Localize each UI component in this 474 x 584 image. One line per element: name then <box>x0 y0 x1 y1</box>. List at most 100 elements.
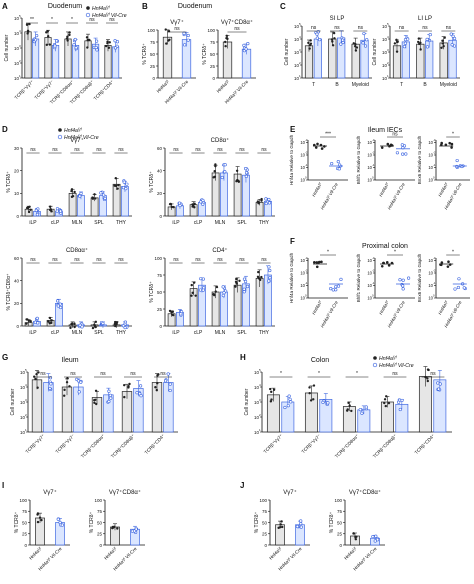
y-tick-label: 10 <box>428 283 433 288</box>
significance-label: * <box>280 371 282 377</box>
y-tick-label: 50 <box>157 290 163 295</box>
x-tick-label: cLP <box>194 220 203 226</box>
data-point <box>166 372 170 376</box>
data-point <box>91 326 95 330</box>
y-tick-label: 10 <box>382 37 388 42</box>
y-tick-label: 10 <box>428 271 433 276</box>
y-tick-exp: 3 <box>19 44 21 48</box>
y-tick-label: 25 <box>150 64 156 69</box>
data-point <box>66 39 69 42</box>
data-point <box>341 38 345 42</box>
y-tick-label: 10 <box>300 258 305 263</box>
data-point <box>448 141 451 145</box>
significance-label: ns <box>399 25 405 31</box>
y-tick-label: 10 <box>367 178 372 183</box>
data-point <box>138 384 143 388</box>
data-point <box>86 38 89 42</box>
legend-label-flox: Hnf4aᶠ/ᶠ <box>64 128 82 134</box>
data-point <box>63 394 66 397</box>
x-tick-label: Hnf4aᶠ/ᶠ <box>343 546 358 561</box>
data-point <box>314 146 318 149</box>
y-tick-exp: -1 <box>305 281 308 285</box>
data-point <box>238 279 241 282</box>
data-point <box>362 31 366 36</box>
data-point <box>450 146 453 149</box>
data-point <box>56 304 60 308</box>
data-point <box>426 377 429 380</box>
data-point <box>364 405 368 409</box>
data-point <box>427 368 430 372</box>
significance-label: ns <box>40 371 46 377</box>
significance-label: ns <box>430 371 436 377</box>
data-point <box>280 520 283 523</box>
legend-label-cre: Hnf4aᶠ/ᶠ Vil-Cre <box>92 13 127 19</box>
data-point <box>164 28 167 31</box>
data-point <box>462 286 466 290</box>
x-tick-label: Myeloid <box>440 82 457 88</box>
data-point <box>46 35 50 38</box>
data-point <box>132 529 137 533</box>
y-tick-exp: -1 <box>433 281 436 285</box>
y-tick-exp: 2 <box>299 61 301 65</box>
data-point <box>29 208 32 211</box>
y-tick-exp: 3 <box>25 398 27 402</box>
x-tick-label: MLN <box>72 220 83 226</box>
data-point <box>35 34 39 38</box>
y-tick-exp: -3 <box>433 256 436 260</box>
data-point <box>94 389 98 393</box>
chart-D4: 0 25 50 75 100 % TCRδ⁺ CD4⁺ ns iLP ns cLP ns MLN ns SP… <box>149 247 275 336</box>
data-point <box>109 396 113 400</box>
data-point <box>107 46 111 49</box>
data-point <box>74 46 78 50</box>
data-point <box>199 200 203 204</box>
legend-marker-flox <box>58 128 62 132</box>
data-point <box>385 395 388 398</box>
chart-subtitle: SI LP <box>330 16 345 22</box>
data-point <box>242 287 246 291</box>
significance-label: *** <box>325 132 331 138</box>
data-point <box>389 144 393 147</box>
data-point <box>224 44 227 48</box>
data-point <box>70 188 74 191</box>
data-point <box>35 212 40 217</box>
x-tick-label: TCRβ⁺Vγ7⁺ <box>14 79 36 101</box>
data-point <box>386 142 390 146</box>
data-point <box>48 208 52 212</box>
data-point <box>156 374 159 377</box>
data-point <box>68 385 71 388</box>
data-point <box>192 281 196 284</box>
data-point <box>354 49 358 52</box>
data-point <box>267 201 272 205</box>
data-point <box>191 291 194 295</box>
y-tick-label: 10 <box>367 271 372 276</box>
significance-label: ns <box>89 17 95 23</box>
chart-subtitle: Vγ7⁺ <box>43 489 57 496</box>
x-tick-label: MLN <box>215 220 226 226</box>
data-point <box>396 40 399 43</box>
data-point <box>190 294 193 297</box>
data-point <box>56 517 60 521</box>
data-point <box>116 187 119 190</box>
x-tick-label: iLP <box>172 330 180 336</box>
panel-letter-F: F <box>290 237 295 246</box>
data-point <box>309 39 312 42</box>
y-tick-label: 10 <box>428 258 433 263</box>
data-point <box>244 171 249 175</box>
y-tick-label: 20 <box>157 191 163 196</box>
data-point <box>384 404 387 408</box>
legend-marker-cre <box>85 12 91 18</box>
y-axis-label: % TCRδ⁺ <box>149 171 155 193</box>
significance-label: ns <box>234 26 240 32</box>
data-point <box>99 191 103 195</box>
data-point <box>223 163 227 167</box>
data-point <box>452 44 457 48</box>
data-point <box>339 277 343 282</box>
data-point <box>451 34 455 38</box>
y-tick-label: 0 <box>159 324 162 329</box>
data-point <box>307 41 310 45</box>
data-point <box>395 50 399 53</box>
data-point <box>288 397 292 401</box>
